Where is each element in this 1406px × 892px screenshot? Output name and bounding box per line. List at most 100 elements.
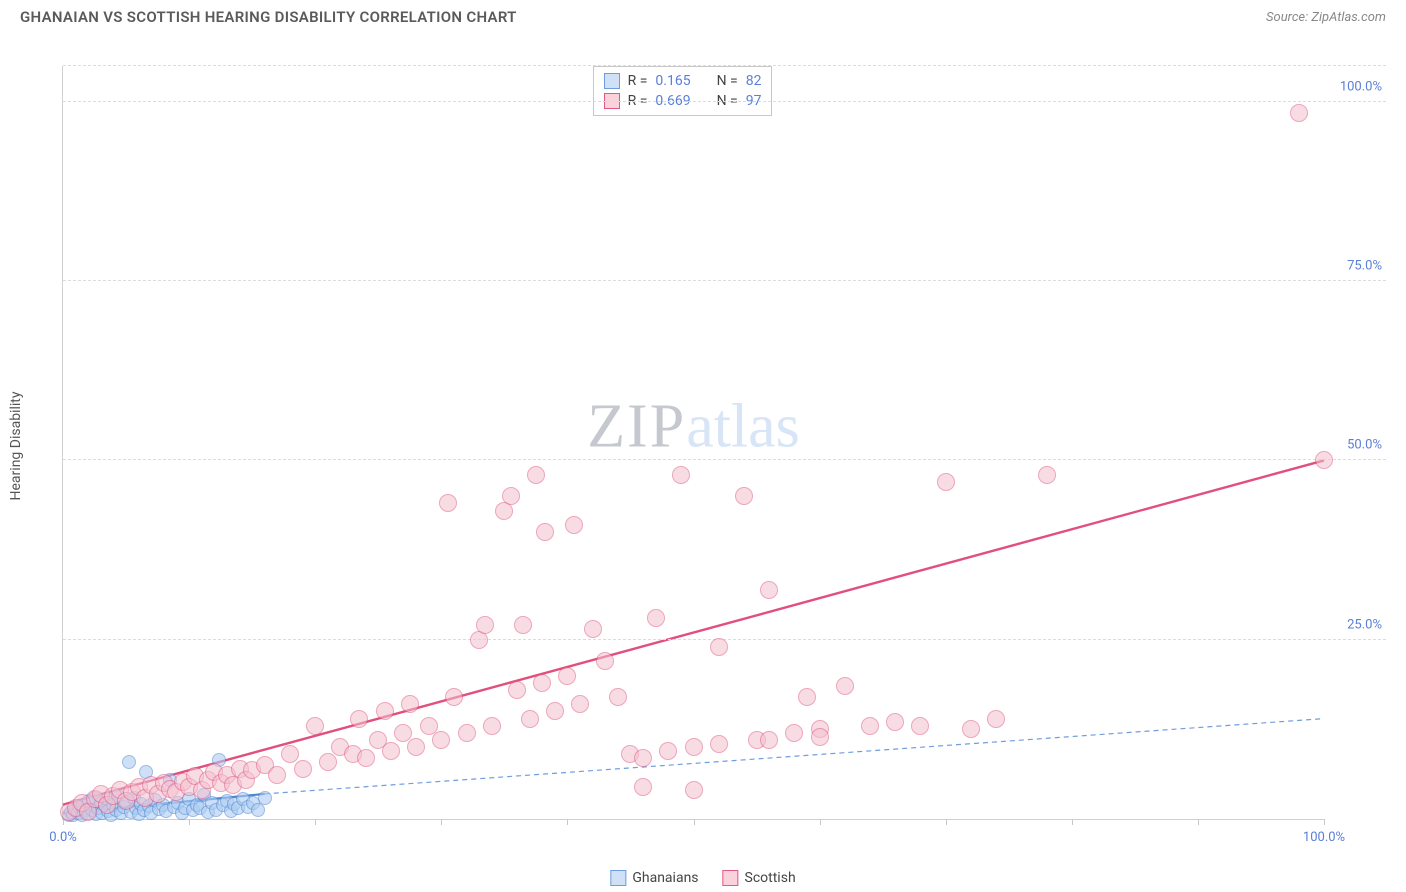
data-point xyxy=(1290,104,1308,122)
data-point xyxy=(294,760,312,778)
data-point xyxy=(886,713,904,731)
gridline xyxy=(63,101,1386,102)
y-tick-label: 25.0% xyxy=(1347,617,1382,632)
gridline xyxy=(63,280,1386,281)
data-point xyxy=(376,702,394,720)
data-point xyxy=(647,609,665,627)
data-point xyxy=(596,652,614,670)
data-point xyxy=(1038,466,1056,484)
data-point xyxy=(861,717,879,735)
y-axis-label: Hearing Disability xyxy=(8,392,24,501)
x-tick xyxy=(1324,819,1325,825)
legend-swatch xyxy=(610,870,626,886)
data-point xyxy=(672,466,690,484)
x-tick xyxy=(946,819,947,825)
watermark-part2: atlas xyxy=(686,393,800,461)
legend-n-label: N = xyxy=(717,73,738,89)
y-tick-label: 100.0% xyxy=(1340,79,1382,94)
data-point xyxy=(407,738,425,756)
x-tick xyxy=(1198,819,1199,825)
data-point xyxy=(836,677,854,695)
data-point xyxy=(357,749,375,767)
x-tick xyxy=(694,819,695,825)
data-point xyxy=(546,702,564,720)
x-tick-label: 100.0% xyxy=(1303,830,1345,845)
series-legend-item: Scottish xyxy=(723,870,796,886)
data-point xyxy=(659,742,677,760)
data-point xyxy=(258,791,272,805)
x-tick xyxy=(189,819,190,825)
watermark: ZIPatlas xyxy=(587,392,800,463)
legend-n-value: 82 xyxy=(746,73,762,89)
data-point xyxy=(502,487,520,505)
data-point xyxy=(122,755,136,769)
data-point xyxy=(432,731,450,749)
data-point xyxy=(533,674,551,692)
x-tick xyxy=(567,819,568,825)
legend-r-label: R = xyxy=(628,73,648,89)
data-point xyxy=(634,778,652,796)
x-tick xyxy=(820,819,821,825)
plot-region: ZIPatlas R =0.165N =82R =0.669N =97 25.0… xyxy=(62,66,1324,820)
data-point xyxy=(710,638,728,656)
data-point xyxy=(306,717,324,735)
data-point xyxy=(514,616,532,634)
series-legend-label: Scottish xyxy=(745,870,796,886)
chart-area: Hearing Disability ZIPatlas R =0.165N =8… xyxy=(48,48,1386,844)
series-legend-label: Ghanaians xyxy=(632,870,698,886)
legend-swatch xyxy=(604,73,620,89)
data-point xyxy=(571,695,589,713)
x-tick xyxy=(1072,819,1073,825)
data-point xyxy=(350,710,368,728)
watermark-part1: ZIP xyxy=(587,393,686,461)
chart-title: GHANAIAN VS SCOTTISH HEARING DISABILITY … xyxy=(20,8,517,26)
x-tick xyxy=(441,819,442,825)
data-point xyxy=(251,803,265,817)
trend-lines-layer xyxy=(63,66,1324,819)
data-point xyxy=(798,688,816,706)
data-point xyxy=(521,710,539,728)
data-point xyxy=(268,766,286,784)
data-point xyxy=(735,487,753,505)
legend-row: R = 0.165 N = 82 xyxy=(604,71,762,91)
data-point xyxy=(584,620,602,638)
data-point xyxy=(962,720,980,738)
x-tick-label: 0.0% xyxy=(49,830,77,845)
data-point xyxy=(785,724,803,742)
y-tick-label: 75.0% xyxy=(1347,259,1382,274)
y-tick-label: 50.0% xyxy=(1347,438,1382,453)
data-point xyxy=(439,494,457,512)
data-point xyxy=(760,581,778,599)
stats-legend: R =0.165N =82R =0.669N =97 xyxy=(593,66,773,116)
gridline xyxy=(63,65,1386,66)
data-point xyxy=(508,681,526,699)
data-point xyxy=(565,516,583,534)
data-point xyxy=(911,717,929,735)
data-point xyxy=(536,523,554,541)
data-point xyxy=(1315,451,1333,469)
data-point xyxy=(987,710,1005,728)
data-point xyxy=(685,738,703,756)
data-point xyxy=(445,688,463,706)
x-tick xyxy=(315,819,316,825)
data-point xyxy=(558,667,576,685)
data-point xyxy=(476,616,494,634)
data-point xyxy=(937,473,955,491)
legend-r-value: 0.165 xyxy=(655,73,690,89)
series-legend-item: Ghanaians xyxy=(610,870,698,886)
data-point xyxy=(634,749,652,767)
data-point xyxy=(401,695,419,713)
data-point xyxy=(483,717,501,735)
data-point xyxy=(760,731,778,749)
data-point xyxy=(811,728,829,746)
data-point xyxy=(458,724,476,742)
series-legend: Ghanaians Scottish xyxy=(610,870,795,886)
source-attribution: Source: ZipAtlas.com xyxy=(1266,10,1386,25)
data-point xyxy=(710,735,728,753)
legend-swatch xyxy=(723,870,739,886)
data-point xyxy=(609,688,627,706)
data-point xyxy=(527,466,545,484)
data-point xyxy=(685,781,703,799)
data-point xyxy=(382,742,400,760)
data-point xyxy=(319,753,337,771)
